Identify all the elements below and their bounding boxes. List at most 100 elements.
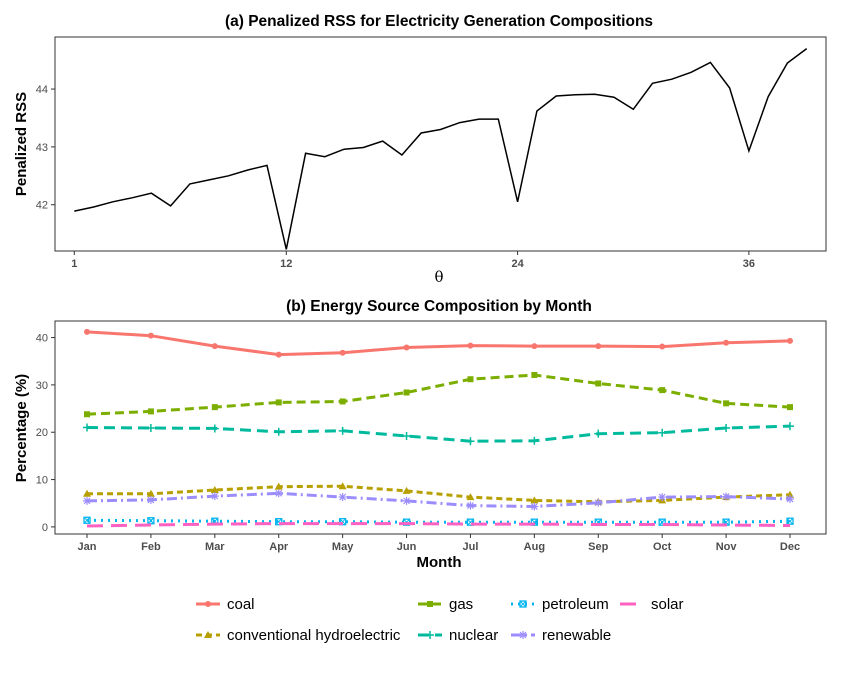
- panel-b-title: (b) Energy Source Composition by Month: [286, 298, 592, 315]
- series-line-nuclear: [86, 424, 791, 443]
- month-tick-label-nov: Nov: [716, 541, 738, 553]
- point-renewable: [530, 502, 539, 511]
- point-gas: [467, 376, 474, 383]
- month-tick-label-apr: Apr: [269, 541, 289, 553]
- point-gas: [723, 400, 730, 407]
- point-nuclear: [83, 423, 91, 432]
- point-gas: [275, 399, 282, 406]
- point-nuclear: [466, 437, 475, 446]
- series-nuclear: [83, 422, 794, 446]
- panel-b-plot-frame: [54, 320, 827, 535]
- point-renewable: [722, 492, 731, 501]
- point-conventional-hydroelectric: [210, 485, 219, 493]
- panel-b: (b) Energy Source Composition by Month 0…: [13, 298, 827, 571]
- point-renewable: [594, 498, 603, 507]
- series-line-coal: [86, 330, 791, 357]
- point-gas: [595, 380, 602, 387]
- point-gas: [147, 408, 154, 415]
- month-tick-label-oct: Oct: [653, 541, 672, 553]
- panel-b-x-label: Month: [417, 554, 462, 571]
- panel-b-series: [83, 328, 794, 528]
- point-nuclear: [146, 423, 155, 432]
- point-coal: [595, 343, 602, 350]
- legend-label: coal: [227, 596, 255, 613]
- point-coal: [275, 351, 282, 358]
- series-line-petroleum: [86, 518, 791, 524]
- panel-a-y-tick-label: 42: [36, 200, 48, 212]
- point-nuclear: [594, 429, 603, 438]
- month-tick-label-sep: Sep: [588, 541, 608, 553]
- point-coal: [339, 349, 346, 356]
- point-gas: [787, 404, 793, 411]
- point-coal: [84, 328, 90, 335]
- point-renewable: [338, 493, 347, 502]
- legend-label: petroleum: [542, 596, 609, 613]
- point-coal: [467, 342, 474, 349]
- panel-a-y-tick-label: 43: [36, 142, 48, 154]
- panel-a-plot-frame: [54, 36, 827, 252]
- legend-label: renewable: [542, 627, 611, 644]
- point-nuclear: [722, 423, 731, 432]
- point-coal: [147, 332, 154, 339]
- point-renewable: [146, 495, 155, 504]
- month-tick-label-aug: Aug: [524, 541, 545, 553]
- point-coal: [403, 344, 410, 351]
- point-nuclear: [338, 426, 347, 435]
- panel-b-x-axis: Jan Feb Mar Apr May Jun Jul Aug Sep Oct Nov Dec: [78, 534, 800, 553]
- legend-item-gas: gas: [418, 596, 473, 613]
- legend-item-nuclear: nuclear: [418, 627, 498, 644]
- series-line-conventional-hydroelectric: [87, 484, 791, 504]
- point-nuclear: [402, 432, 411, 441]
- month-tick-label-mar: Mar: [205, 541, 225, 553]
- panel-a: (a) Penalized RSS for Electricity Genera…: [13, 13, 827, 286]
- panel-a-x-label: θ: [434, 268, 443, 286]
- series-renewable: [83, 489, 794, 511]
- point-renewable: [466, 501, 475, 510]
- panel-a-x-tick-label: 1: [71, 258, 77, 270]
- panel-b-y-tick-label: 20: [36, 427, 48, 439]
- month-tick-label-may: May: [332, 541, 354, 553]
- point-coal: [531, 343, 538, 350]
- point-gas: [339, 398, 346, 405]
- legend-key-marker: [204, 631, 212, 638]
- series-line-renewable: [86, 491, 791, 509]
- point-gas: [403, 389, 410, 396]
- panel-a-x-tick-label: 36: [743, 258, 755, 270]
- point-nuclear: [786, 422, 794, 431]
- point-renewable: [786, 494, 794, 503]
- legend-item-coal: coal: [196, 596, 255, 613]
- panel-a-x-axis: 1 12 24 36: [71, 251, 755, 270]
- point-nuclear: [274, 427, 283, 436]
- point-conventional-hydroelectric: [338, 482, 347, 490]
- point-renewable: [83, 496, 91, 505]
- legend: coal gas petroleum solar conventional hydroe…: [196, 596, 684, 644]
- point-gas: [84, 411, 90, 418]
- legend-key-marker: [519, 600, 527, 608]
- panel-a-y-axis: 42 43 44: [36, 84, 55, 212]
- series-solar: [86, 522, 791, 528]
- point-conventional-hydroelectric: [466, 493, 475, 501]
- point-petroleum: [83, 516, 91, 524]
- legend-label: nuclear: [449, 627, 498, 644]
- legend-key-marker: [427, 601, 433, 607]
- series-line-gas: [86, 373, 791, 416]
- point-conventional-hydroelectric: [83, 489, 91, 497]
- point-renewable: [274, 489, 283, 498]
- panel-b-y-tick-label: 10: [36, 475, 48, 487]
- point-coal: [659, 343, 666, 350]
- legend-key-marker: [426, 631, 434, 639]
- point-nuclear: [210, 424, 219, 433]
- point-conventional-hydroelectric: [786, 490, 794, 498]
- panel-b-y-tick-label: 30: [36, 380, 48, 392]
- legend-key-marker: [519, 631, 527, 639]
- point-coal: [211, 343, 218, 350]
- legend-item-renewable: renewable: [511, 627, 611, 644]
- panel-a-title: (a) Penalized RSS for Electricity Genera…: [225, 13, 653, 30]
- panel-b-y-axis: 0 10 20 30 40: [36, 333, 55, 534]
- series-coal: [84, 328, 793, 358]
- panel-a-series: [74, 47, 808, 250]
- point-nuclear: [658, 428, 667, 437]
- panel-a-y-label: Penalized RSS: [13, 92, 30, 196]
